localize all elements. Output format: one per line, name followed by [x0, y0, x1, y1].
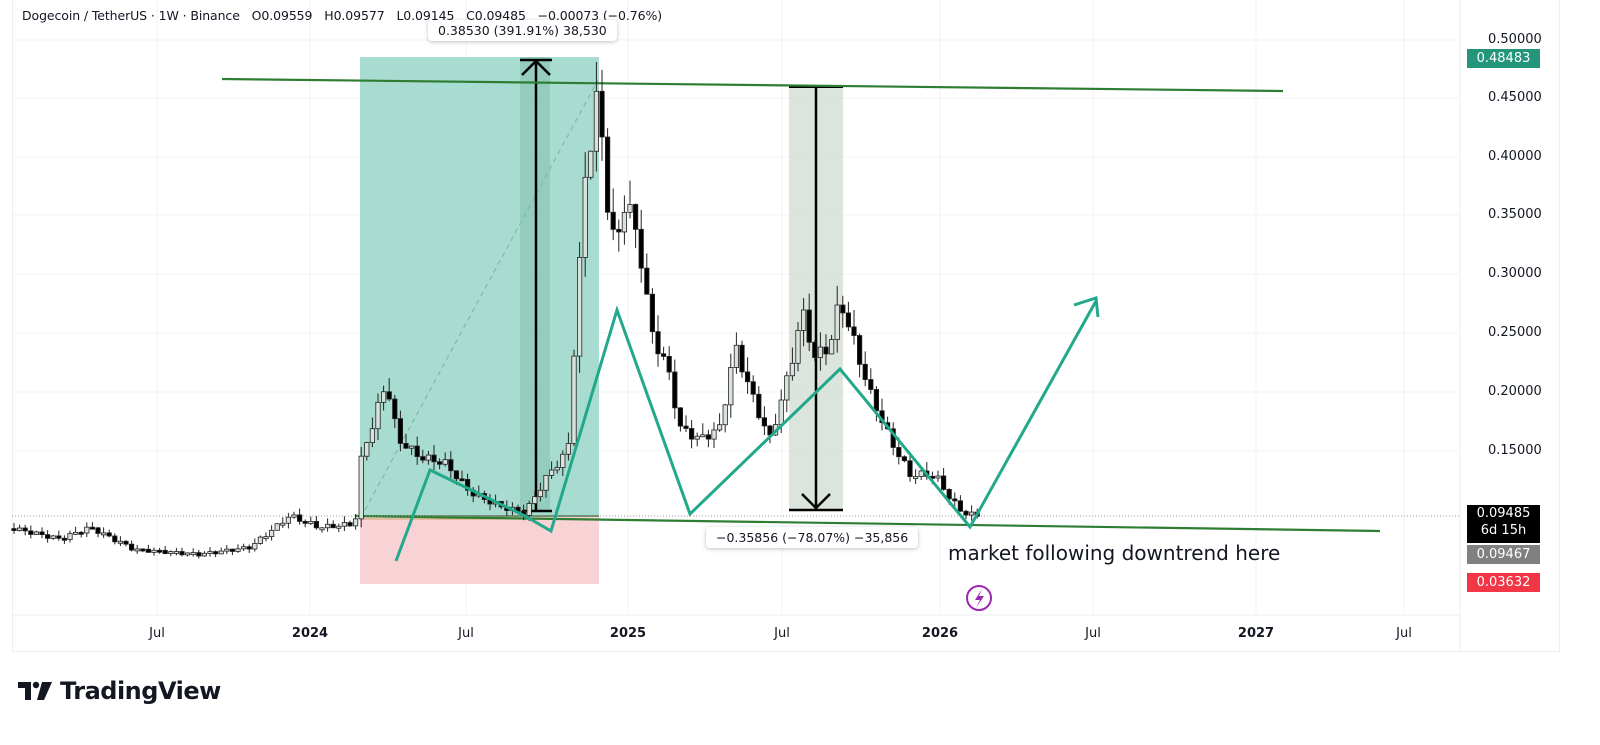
price-tick: 0.20000: [1488, 384, 1542, 399]
price-tick: 0.35000: [1488, 207, 1542, 222]
ohlc-change: −0.00073 (−0.76%): [537, 8, 663, 23]
ohlc-open: O0.09559: [251, 8, 313, 23]
long-position-profit-zone: [360, 57, 599, 516]
ohlc-close: C0.09485: [466, 8, 526, 23]
candlestick-series: [11, 61, 980, 559]
dashed-trend-line: [364, 79, 599, 511]
tradingview-logo[interactable]: TradingView: [18, 677, 221, 705]
zigzag-projection: [394, 300, 1098, 562]
prev-close-badge: 0.09467: [1467, 545, 1540, 564]
price-tick: 0.30000: [1488, 266, 1542, 281]
time-tick: Jul: [1396, 626, 1412, 641]
arrow-down-icon: [801, 493, 831, 510]
lower-trendline: [354, 514, 1381, 533]
bar-countdown: 6d 15h: [1480, 523, 1527, 538]
time-tick: Jul: [774, 626, 790, 641]
arrow-up-icon: [521, 59, 551, 76]
grid-lines: [12, 0, 1460, 615]
measure-down-label: −0.35856 (−78.07%) −35,856: [706, 527, 919, 548]
time-tick: 2024: [291, 626, 329, 641]
lightning-event-icon: [966, 585, 992, 611]
logo-text: TradingView: [60, 677, 221, 705]
tradingview-logo-icon: [18, 681, 52, 700]
price-tick: 0.25000: [1488, 325, 1542, 340]
price-tick: 0.45000: [1488, 90, 1542, 105]
time-tick: Jul: [149, 626, 165, 641]
symbol-title[interactable]: Dogecoin / TetherUS · 1W · Binance: [22, 8, 240, 23]
chart-pane[interactable]: [12, 0, 1560, 652]
symbol-legend[interactable]: Dogecoin / TetherUS · 1W · Binance O0.09…: [22, 8, 670, 23]
price-tick: 0.50000: [1488, 32, 1542, 47]
price-tick: 0.15000: [1488, 443, 1542, 458]
time-tick: 2025: [609, 626, 647, 641]
upper-trendline: [221, 77, 1284, 93]
stop-price-badge: 0.03632: [1467, 573, 1540, 592]
projection-arrow-icon: [1073, 296, 1100, 318]
time-tick: 2027: [1237, 626, 1275, 641]
measure-up-label: 0.38530 (391.91%) 38,530: [428, 20, 617, 41]
target-price-badge: 0.48483: [1467, 49, 1540, 68]
time-tick: 2026: [921, 626, 959, 641]
last-price-value: 0.09485: [1476, 506, 1531, 521]
price-tick: 0.40000: [1488, 149, 1542, 164]
last-price-badge: 0.09485 6d 15h: [1467, 505, 1540, 543]
long-position-loss-zone: [360, 516, 599, 584]
text-annotation[interactable]: market following downtrend here: [948, 541, 1281, 565]
time-tick: Jul: [1085, 626, 1101, 641]
ohlc-low: L0.09145: [396, 8, 455, 23]
time-tick: Jul: [458, 626, 474, 641]
ohlc-high: H0.09577: [324, 8, 385, 23]
